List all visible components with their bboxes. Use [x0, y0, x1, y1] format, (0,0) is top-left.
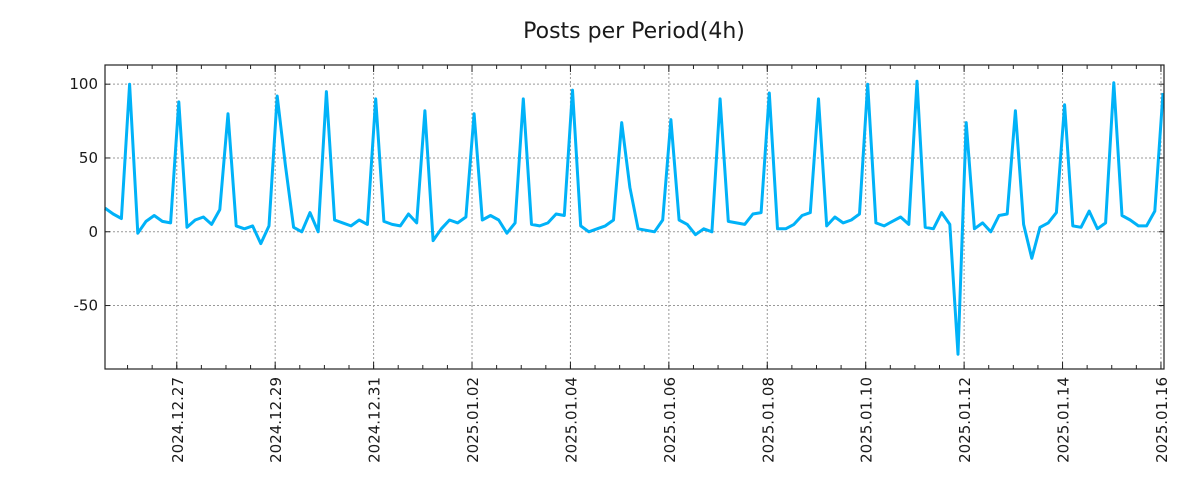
- grid: [105, 65, 1164, 369]
- x-tick-label: 2025.01.16: [1153, 377, 1171, 463]
- x-tick-label: 2025.01.08: [759, 377, 777, 463]
- y-tick-label: 0: [88, 223, 98, 241]
- chart-title: Posts per Period(4h): [523, 19, 745, 44]
- x-tick-label: 2024.12.29: [267, 377, 285, 463]
- x-tick-label: 2024.12.31: [366, 377, 384, 463]
- x-tick-label: 2024.12.27: [169, 377, 187, 463]
- series-line: [104, 79, 1165, 356]
- y-tick-label: -50: [74, 297, 99, 315]
- x-tick-label: 2025.01.04: [562, 377, 580, 463]
- y-tick-label: 50: [79, 149, 98, 167]
- x-tick-label: 2025.01.12: [956, 377, 974, 463]
- x-tick-label: 2025.01.14: [1055, 377, 1073, 463]
- x-tick-label: 2025.01.10: [858, 377, 876, 463]
- plot-frame: [104, 64, 1165, 370]
- x-tick-label: 2025.01.06: [661, 377, 679, 463]
- axes: -50 0 50 100 2024.12.27 2024.12.29 2024.12.31 2…: [69, 65, 1171, 463]
- y-tick-label: 100: [69, 75, 98, 93]
- series-line-group: [104, 79, 1165, 356]
- x-tick-label: 2025.01.02: [464, 377, 482, 463]
